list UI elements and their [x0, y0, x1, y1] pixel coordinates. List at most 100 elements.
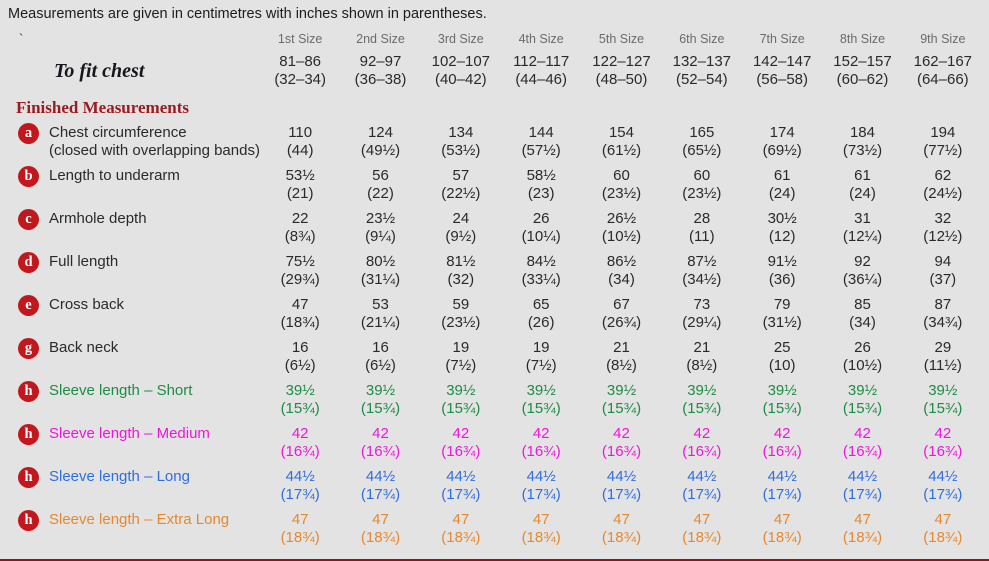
value-cell: 60 (23½): [581, 167, 661, 203]
inch-value: (37): [929, 271, 957, 288]
cm-value: 124: [367, 124, 393, 141]
cm-value: 102–107: [431, 53, 491, 70]
value-cell: 26 (10½): [822, 339, 902, 375]
row-label-cell: a Chest circumference (closed with overlap…: [6, 123, 260, 160]
cm-value: 152–157: [833, 53, 892, 70]
cm-value: 92–97: [359, 53, 402, 70]
value-cell: 25 (10): [742, 339, 822, 375]
inch-value: (77½): [923, 142, 963, 159]
value-cell: 60 (23½): [662, 167, 742, 203]
row-label-cell: g Back neck: [6, 338, 260, 375]
cm-value: 47: [934, 511, 952, 528]
to-fit-value-cell: 92–97 (36–38): [340, 53, 420, 89]
inch-value: (36): [768, 271, 796, 288]
value-cell: 28 (11): [662, 210, 742, 246]
cm-value: 174: [769, 124, 795, 141]
cm-value: 47: [532, 511, 550, 528]
value-cell: 39½ (15¾): [903, 382, 983, 418]
cm-value: 44½: [687, 468, 717, 485]
inch-value: (16¾): [762, 443, 802, 460]
cm-value: 81½: [446, 253, 476, 270]
value-cell: 47 (18¾): [581, 511, 661, 547]
inch-value: (36–38): [354, 71, 407, 88]
row-letter-badge: h: [18, 381, 39, 402]
value-cell: 124 (49½): [340, 124, 420, 160]
value-cell: 44½ (17¾): [742, 468, 822, 504]
value-cell: 44½ (17¾): [581, 468, 661, 504]
value-cell: 30½ (12): [742, 210, 822, 246]
inch-value: (16¾): [360, 443, 401, 460]
cm-value: 79: [773, 296, 791, 313]
measurements-table: ` 1st Size 2nd Size 3rd Size 4th Size 5th Si…: [0, 31, 989, 547]
value-cell: 39½ (15¾): [260, 382, 340, 418]
inch-value: (23½): [441, 314, 481, 331]
row-letter-badge: a: [18, 123, 39, 144]
value-cell: 87 (34¾): [903, 296, 983, 332]
row-letter-badge: d: [18, 252, 39, 273]
cm-value: 24: [452, 210, 470, 227]
cm-value: 62: [934, 167, 952, 184]
cm-value: 86½: [606, 253, 637, 270]
row-label-cell: e Cross back: [6, 295, 260, 332]
inch-value: (18¾): [280, 529, 320, 546]
inch-value: (15¾): [682, 400, 722, 417]
row-label-block: Sleeve length – Short: [49, 382, 192, 400]
value-cell: 47 (18¾): [903, 511, 983, 547]
value-cell: 144 (57½): [501, 124, 581, 160]
cm-value: 29: [934, 339, 952, 356]
inch-value: (32): [447, 271, 475, 288]
value-cell: 42 (16¾): [742, 425, 822, 461]
row-label-block: Chest circumference (closed with overlapp…: [49, 124, 260, 160]
to-fit-value-cell: 81–86 (32–34): [260, 53, 340, 89]
value-cell: 57 (22½): [421, 167, 501, 203]
cm-value: 44½: [847, 468, 878, 485]
cm-value: 47: [773, 511, 791, 528]
value-cell: 110 (44): [260, 124, 340, 160]
value-cell: 59 (23½): [421, 296, 501, 332]
cm-value: 134: [448, 124, 474, 141]
inch-value: (24): [768, 185, 796, 202]
inch-value: (29¼): [682, 314, 722, 331]
cm-value: 57: [452, 167, 470, 184]
cm-value: 44½: [446, 468, 476, 485]
row-label-cell: h Sleeve length – Medium: [6, 424, 260, 461]
to-fit-value-cell: 112–117 (44–46): [501, 53, 581, 89]
cm-value: 16: [372, 339, 389, 356]
cm-value: 44½: [526, 468, 556, 485]
to-fit-value-cell: 102–107 (40–42): [421, 53, 501, 89]
inch-value: (10): [768, 357, 796, 374]
value-cell: 47 (18¾): [340, 511, 420, 547]
value-cell: 19 (7½): [501, 339, 581, 375]
inch-value: (15¾): [601, 400, 642, 417]
cm-value: 39½: [446, 382, 476, 399]
measurement-row: d Full length 75½ (29¾) 80½ (31¼) 81½ (32) 84½ (3…: [6, 252, 983, 289]
value-cell: 184 (73½): [822, 124, 902, 160]
cm-value: 144: [528, 124, 554, 141]
inch-value: (73½): [842, 142, 883, 159]
cm-value: 42: [693, 425, 711, 442]
inch-value: (18¾): [280, 314, 320, 331]
inch-value: (23): [527, 185, 555, 202]
inch-value: (33¼): [521, 271, 561, 288]
row-label-cell: d Full length: [6, 252, 260, 289]
to-fit-chest-label: To fit chest: [54, 59, 145, 82]
cm-value: 30½: [767, 210, 797, 227]
cm-value: 162–167: [913, 53, 973, 70]
value-cell: 73 (29¼): [662, 296, 742, 332]
row-label-block: Cross back: [49, 296, 124, 314]
cm-value: 60: [693, 167, 711, 184]
row-label-cell: c Armhole depth: [6, 209, 260, 246]
inch-value: (17¾): [521, 486, 561, 503]
value-cell: 81½ (32): [421, 253, 501, 289]
value-cell: 154 (61½): [581, 124, 661, 160]
inch-value: (18¾): [842, 529, 883, 546]
value-cell: 44½ (17¾): [421, 468, 501, 504]
cm-value: 154: [608, 124, 634, 141]
row-label-block: Sleeve length – Extra Long: [49, 511, 229, 529]
value-cell: 44½ (17¾): [903, 468, 983, 504]
cm-value: 42: [934, 425, 952, 442]
inch-value: (23½): [682, 185, 722, 202]
cm-value: 26: [854, 339, 871, 356]
value-cell: 42 (16¾): [662, 425, 742, 461]
inch-value: (16¾): [842, 443, 883, 460]
